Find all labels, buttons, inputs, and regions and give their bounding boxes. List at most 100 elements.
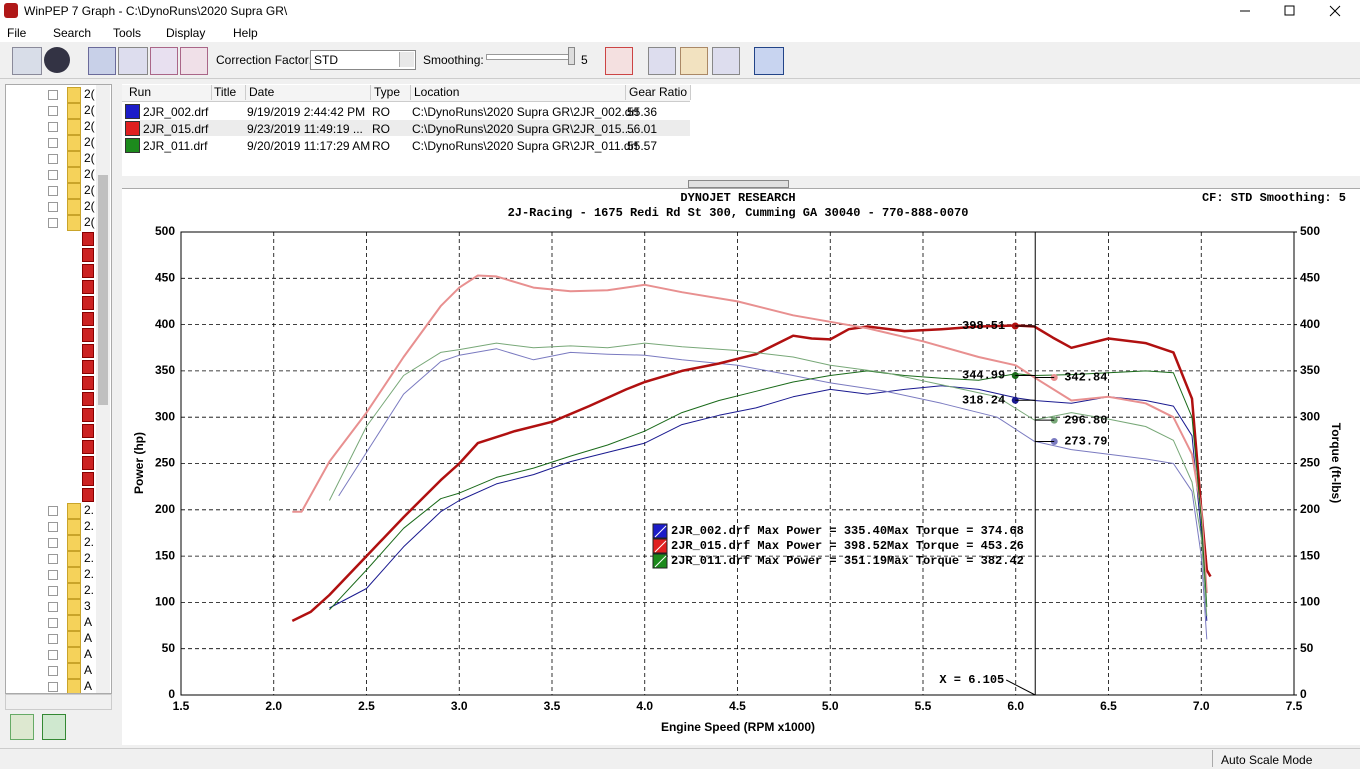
window-controls[interactable] [1230,0,1360,22]
column-header[interactable]: Date [245,85,371,100]
tree-label[interactable]: 2( [84,87,95,101]
expand-box[interactable] [48,154,58,164]
menu-item[interactable]: Search [53,26,92,40]
table-cell[interactable]: 2JR_002.drf [143,105,209,119]
run-icon[interactable] [82,488,94,502]
tree-label[interactable]: 2( [84,151,95,165]
run-icon[interactable] [82,312,94,326]
column-header[interactable]: Title [210,85,246,100]
tool-button[interactable] [680,47,708,75]
tree-label[interactable]: A [84,615,93,629]
tree-label[interactable]: 2. [84,551,95,565]
run-icon[interactable] [82,440,94,454]
table-cell[interactable]: 2JR_015.drf [143,122,209,136]
table-cell[interactable]: C:\DynoRuns\2020 Supra GR\2JR_015.... [412,122,635,136]
tool-button[interactable] [10,714,34,740]
expand-box[interactable] [48,682,58,692]
table-cell[interactable]: 9/23/2019 11:49:19 ... [247,122,363,136]
tree-label[interactable]: 2. [84,535,95,549]
run-icon[interactable] [82,344,94,358]
scroll-thumb[interactable] [98,175,108,405]
run-color-icon[interactable] [125,138,140,153]
run-icon[interactable] [82,472,94,486]
tree-label[interactable]: 2( [84,103,95,117]
run-icon[interactable] [82,264,94,278]
run-icon[interactable] [82,232,94,246]
expand-box[interactable] [48,650,58,660]
column-header[interactable]: Location [410,85,626,100]
menu-item[interactable]: File [7,26,27,40]
run-icon[interactable] [82,456,94,470]
column-header[interactable]: Run [125,85,212,100]
run-color-icon[interactable] [125,104,140,119]
expand-box[interactable] [48,138,58,148]
run-icon[interactable] [82,376,94,390]
correction-factor-select[interactable]: STD [310,50,416,70]
tree-label[interactable]: 2( [84,183,95,197]
expand-box[interactable] [48,106,58,116]
tree-label[interactable]: A [84,663,93,677]
table-cell[interactable]: C:\DynoRuns\2020 Supra GR\2JR_011.drf [412,139,638,153]
table-cell[interactable]: C:\DynoRuns\2020 Supra GR\2JR_002.drf [412,105,639,119]
splitter[interactable] [688,180,789,188]
table-cell[interactable]: 55.36 [627,105,658,119]
tree-label[interactable]: 2. [84,503,95,517]
tool-button[interactable] [88,47,116,75]
tree-label[interactable]: 3 [84,599,91,613]
tool-button[interactable] [44,47,70,73]
dropdown-arrow[interactable] [399,52,414,67]
tree-label[interactable]: 2( [84,119,95,133]
run-icon[interactable] [82,392,94,406]
tool-button[interactable] [150,47,178,75]
table-cell[interactable]: 2JR_011.drf [143,139,208,153]
expand-box[interactable] [48,666,58,676]
expand-box[interactable] [48,570,58,580]
tree-label[interactable]: 2. [84,519,95,533]
expand-box[interactable] [48,538,58,548]
tree-label[interactable]: A [84,631,93,645]
tree-label[interactable]: A [84,679,93,693]
tree-label[interactable]: 2. [84,567,95,581]
expand-box[interactable] [48,554,58,564]
menu-item[interactable]: Help [233,26,258,40]
expand-box[interactable] [48,634,58,644]
tree-label[interactable]: 2. [84,583,95,597]
tree-label[interactable]: 2( [84,215,95,229]
column-header[interactable]: Gear Ratio [625,85,691,100]
expand-box[interactable] [48,90,58,100]
tree-label[interactable]: 2( [84,135,95,149]
tool-button[interactable] [648,47,676,75]
run-icon[interactable] [82,408,94,422]
tool-button[interactable] [180,47,208,75]
tree-hscroll[interactable] [5,694,112,710]
expand-box[interactable] [48,586,58,596]
menu-item[interactable]: Display [166,26,206,40]
tool-button[interactable] [12,47,42,75]
expand-box[interactable] [48,202,58,212]
table-cell[interactable]: 55.57 [627,139,658,153]
tool-button[interactable] [118,47,148,75]
table-cell[interactable]: 9/20/2019 11:17:29 AM [247,139,371,153]
table-cell[interactable]: RO [372,122,390,136]
column-header[interactable]: Type [370,85,411,100]
run-icon[interactable] [82,248,94,262]
tree-scrollbar[interactable] [96,85,110,693]
expand-box[interactable] [48,186,58,196]
tool-button[interactable] [605,47,633,75]
tree-label[interactable]: 2( [84,199,95,213]
expand-box[interactable] [48,618,58,628]
run-color-icon[interactable] [125,121,140,136]
expand-box[interactable] [48,122,58,132]
menu-item[interactable]: Tools [113,26,142,40]
table-cell[interactable]: 9/19/2019 2:44:42 PM [247,105,366,119]
tree-label[interactable]: 2( [84,167,95,181]
run-icon[interactable] [82,296,94,310]
run-icon[interactable] [82,328,94,342]
table-cell[interactable]: RO [372,139,390,153]
run-icon[interactable] [82,280,94,294]
run-icon[interactable] [82,424,94,438]
tree-label[interactable]: A [84,647,93,661]
tool-button[interactable] [754,47,784,75]
tool-button[interactable] [42,714,66,740]
expand-box[interactable] [48,602,58,612]
